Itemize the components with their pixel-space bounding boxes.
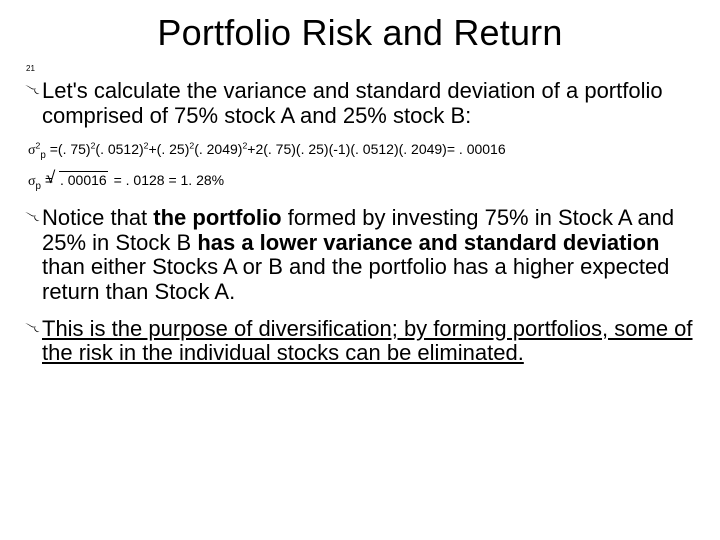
script-bullet-icon [24,320,40,336]
bullet-item-1: Let's calculate the variance and standar… [24,79,696,128]
equation-variance: σ2p =(. 75)2(. 0512)2+(. 25)2(. 2049)2+2… [28,140,692,161]
sigma-symbol-2: σ [28,174,36,189]
bullet-text-1: Let's calculate the variance and standar… [42,78,663,128]
stddev-result: = . 0128 = 1. 28% [114,172,225,188]
eq-sign-1: = [46,141,58,157]
bullet-text-2-a: Notice that [42,205,153,230]
sigma-symbol: σ [28,143,36,158]
radical-icon: √ [46,169,55,186]
radicand: . 00016 [59,171,108,188]
sqrt-expression: √ . 00016 [59,171,108,190]
bullet-list: Let's calculate the variance and standar… [24,79,696,366]
script-bullet-icon [24,82,40,98]
variance-rhs: (. 75)2(. 0512)2+(. 25)2(. 2049)2+2(. 75… [58,141,506,157]
bullet-text-2-bold2: has a lower variance and standard deviat… [197,230,659,255]
bullet-item-3: This is the purpose of diversification; … [24,317,696,366]
slide-title: Portfolio Risk and Return [24,12,696,54]
slide-number: 21 [24,64,696,73]
bullet-item-2: Notice that the portfolio formed by inve… [24,206,696,305]
equation-stddev: σp = √ . 00016 = . 0128 = 1. 28% [28,171,692,192]
equation-block: σ2p =(. 75)2(. 0512)2+(. 25)2(. 2049)2+2… [24,140,696,192]
script-bullet-icon [24,209,40,225]
bullet-text-2-c: than either Stocks A or B and the portfo… [42,254,669,304]
bullet-text-2-bold1: the portfolio [153,205,281,230]
bullet-text-3: This is the purpose of diversification; … [42,316,693,366]
